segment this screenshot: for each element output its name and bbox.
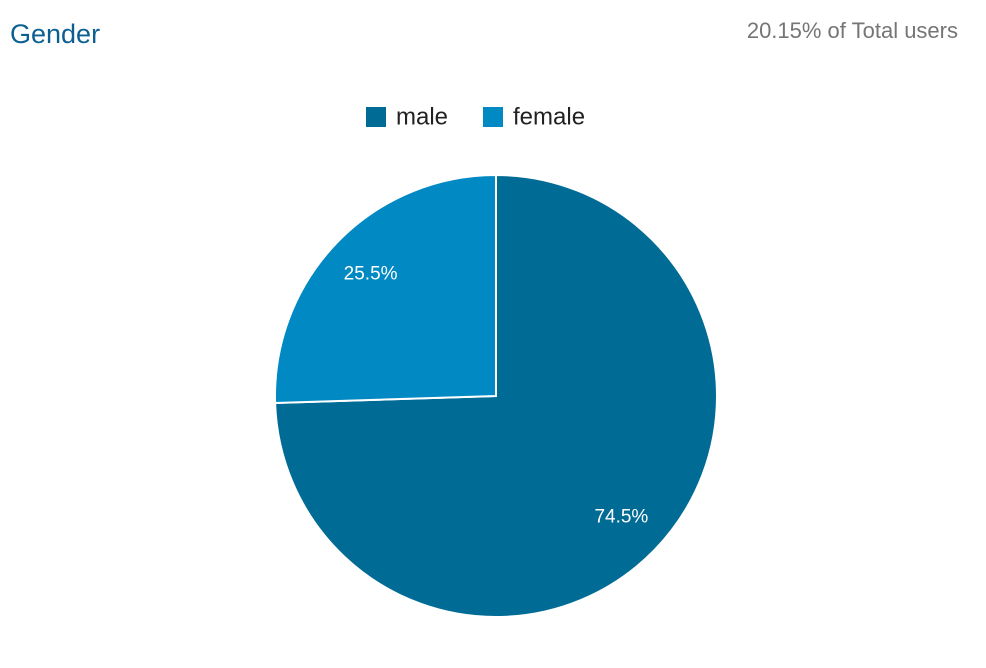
chart-subtitle: 20.15% of Total users: [747, 18, 958, 43]
slice-label: 25.5%: [344, 264, 398, 285]
slice-label: 74.5%: [594, 507, 648, 528]
legend-label: female: [513, 103, 585, 130]
legend-swatch: [483, 107, 503, 127]
pie-slice: [274, 173, 497, 404]
legend-swatch: [366, 107, 386, 127]
chart-title: Gender: [10, 19, 100, 49]
legend-label: male: [396, 103, 448, 130]
